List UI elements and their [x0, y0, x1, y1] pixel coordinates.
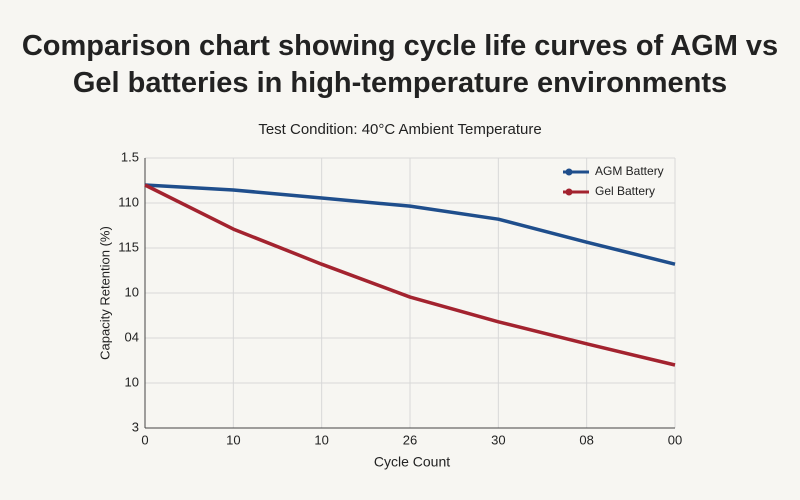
x-tick-label: 0: [141, 432, 148, 447]
data-line: [144, 183, 676, 266]
x-tick-label: 26: [403, 432, 417, 447]
y-tick-label: 1.5: [121, 149, 139, 164]
data-line: [144, 183, 676, 367]
legend-marker: [565, 168, 573, 176]
legend-marker: [565, 188, 573, 196]
x-tick-label: 10: [314, 432, 328, 447]
legend-label: AGM Battery: [595, 164, 664, 178]
x-axis-label: Cycle Count: [374, 454, 450, 470]
x-tick-label: 08: [579, 432, 593, 447]
chart-subtitle: Test Condition: 40°C Ambient Temperature: [258, 121, 541, 138]
y-tick-label: 3: [132, 419, 139, 434]
x-tick-label: 00: [668, 432, 682, 447]
y-tick-label: 10: [125, 284, 139, 299]
y-tick-label: 10: [125, 374, 139, 389]
y-tick-label: 115: [118, 239, 139, 254]
x-tick-label: 30: [491, 432, 505, 447]
y-tick-label: 110: [118, 194, 139, 209]
legend-label: Gel Battery: [595, 184, 655, 198]
y-tick-label: 04: [125, 329, 139, 344]
x-tick-label: 10: [226, 432, 240, 447]
chart-title: Comparison chart showing cycle life curv…: [21, 30, 779, 99]
y-axis-label: Capacity Retention (%): [97, 226, 112, 360]
